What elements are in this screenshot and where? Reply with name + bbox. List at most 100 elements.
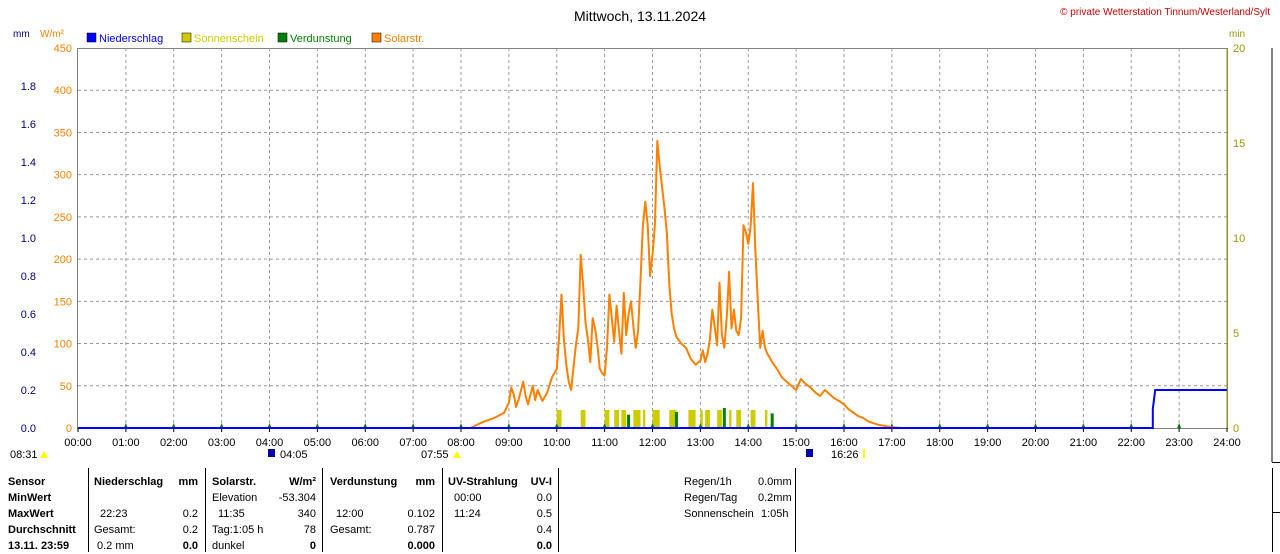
y-min-tick-label: 0: [1233, 423, 1239, 435]
niederschlag-header: Niederschlag: [94, 476, 164, 488]
niederschlag-total-value: 0.2: [182, 524, 198, 536]
sunshine-bar: [621, 409, 627, 428]
sunshine-bar: [750, 409, 756, 428]
summary-rain-hour-value: 0.0mm: [758, 476, 792, 488]
uv-max-time: 11:24: [454, 508, 481, 520]
y-mm-tick-label: 1.2: [21, 195, 36, 207]
divider: [88, 468, 89, 552]
moonset-marker-icon: [806, 449, 813, 457]
sunshine-bar: [580, 409, 586, 428]
verdunstung-last-value: 0.000: [407, 540, 435, 552]
x-tick-label: 11:00: [591, 437, 618, 449]
evaporation-bar: [674, 412, 678, 428]
solar-unit: W/m²: [289, 476, 316, 488]
evaporation-mark: [123, 423, 128, 428]
evaporation-mark: [794, 423, 799, 428]
y-mm-tick-label: 0.2: [21, 385, 36, 397]
uv-min-value: 0.0: [536, 492, 552, 504]
verdunstung-unit: mm: [415, 476, 435, 488]
y-wm2-tick-label: 200: [54, 254, 72, 266]
evaporation-bar: [627, 414, 631, 428]
row-label-date: 13.11. 23:59: [8, 540, 70, 552]
x-tick-label: 04:00: [256, 437, 284, 449]
solar-day-label: Tag:1:05 h: [212, 524, 264, 536]
sensor-header: Sensor: [8, 476, 46, 488]
summary-rain-hour-label: Regen/1h: [684, 476, 732, 488]
divider: [322, 468, 323, 552]
x-tick-label: 15:00: [782, 437, 810, 449]
uv-unit: UV-I: [530, 476, 552, 488]
verdunstung-total-value: 0.787: [407, 524, 435, 536]
sunshine-bar: [729, 409, 732, 428]
evaporation-mark: [219, 423, 224, 428]
divider: [442, 468, 443, 552]
x-tick-label: 06:00: [351, 437, 379, 449]
astro-labels: 08:31 04:05 07:55 16:26: [10, 449, 865, 461]
evaporation-mark: [554, 423, 559, 428]
legend-label: Verdunstung: [290, 33, 352, 45]
evaporation-bar: [770, 413, 774, 428]
stats-panel: Sensor MinWert MaxWert Durchschnitt 13.1…: [0, 462, 1280, 552]
niederschlag-last-value: 0.0: [182, 540, 198, 552]
sunshine-bar: [765, 409, 768, 428]
sunshine-bar: [705, 409, 710, 428]
solar-header: Solarstr.: [212, 476, 257, 488]
legend-label: Solarstr.: [384, 33, 424, 45]
x-tick-label: 09:00: [495, 437, 523, 449]
niederschlag-unit: mm: [178, 476, 198, 488]
x-tick-label: 21:00: [1070, 437, 1098, 449]
x-tick-label: 13:00: [687, 437, 715, 449]
uv-last-value: 0.0: [536, 540, 552, 552]
y-wm2-tick-label: 150: [54, 296, 72, 308]
x-tick-label: 01:00: [112, 437, 140, 449]
evaporation-mark: [746, 423, 751, 428]
y-wm2-tick-label: 50: [60, 381, 72, 393]
solar-status: dunkel: [212, 540, 245, 552]
sunshine-bar: [688, 409, 696, 428]
axes: 00:00 01:00 02:00 03:00 04:00 05:00 06:00 07:00…: [21, 43, 1246, 449]
evaporation-mark: [698, 423, 703, 428]
x-tick-label: 10:00: [543, 437, 571, 449]
solar-max-time: 11:35: [218, 508, 245, 520]
evaporation-mark: [506, 423, 511, 428]
y-mm-tick-label: 0.0: [21, 423, 36, 435]
solar-elevation-label: Elevation: [212, 492, 258, 504]
sunset-marker-icon: [453, 451, 461, 458]
x-tick-label: 08:00: [447, 437, 475, 449]
niederschlag-max-value: 0.2: [182, 508, 198, 520]
evaporation-mark: [985, 423, 990, 428]
astro-time-label: 07:55: [421, 449, 449, 461]
unit-wm2-label: W/m²: [40, 29, 65, 40]
sunshine-bar: [614, 409, 619, 428]
evaporation-mark: [1177, 423, 1182, 428]
sunshine-bar: [633, 409, 641, 428]
evaporation-mark: [1081, 423, 1086, 428]
sunrise-marker-icon: [40, 451, 48, 458]
y-min-tick-label: 5: [1233, 328, 1239, 340]
moonrise-marker-icon: [268, 449, 275, 457]
evaporation-bar: [722, 408, 726, 428]
solar-max-value: 340: [297, 508, 316, 520]
uv-header: UV-Strahlung: [448, 476, 518, 488]
y-wm2-tick-label: 100: [54, 339, 72, 351]
y-wm2-tick-label: 250: [54, 212, 72, 224]
evaporation-mark: [602, 423, 607, 428]
chart-title: Mittwoch, 13.11.2024: [574, 8, 706, 24]
sunshine-bar: [556, 409, 562, 428]
y-mm-tick-label: 0.6: [21, 309, 36, 321]
niederschlag-max-time: 22:23: [100, 508, 128, 520]
divider: [558, 468, 559, 552]
evaporation-mark: [267, 423, 272, 428]
summary-rain-day-value: 0.2mm: [758, 492, 792, 504]
solar-elevation-value: -53.304: [278, 492, 316, 504]
solar-last-value: 0: [309, 540, 316, 552]
legend: Niederschlag Sonnenschein Verdunstung Solar…: [86, 32, 424, 45]
y-min-tick-label: 10: [1233, 233, 1245, 245]
weather-chart: Mittwoch, 13.11.2024 © private Wettersta…: [10, 7, 1273, 462]
copyright-notice: © private Wetterstation Tinnum/Westerlan…: [1060, 7, 1270, 18]
sunshine-bar: [604, 409, 610, 428]
x-tick-label: 14:00: [734, 437, 762, 449]
y-min-tick-label: 20: [1233, 43, 1245, 55]
divider: [795, 468, 796, 552]
uv-min-time: 00:00: [454, 492, 482, 504]
